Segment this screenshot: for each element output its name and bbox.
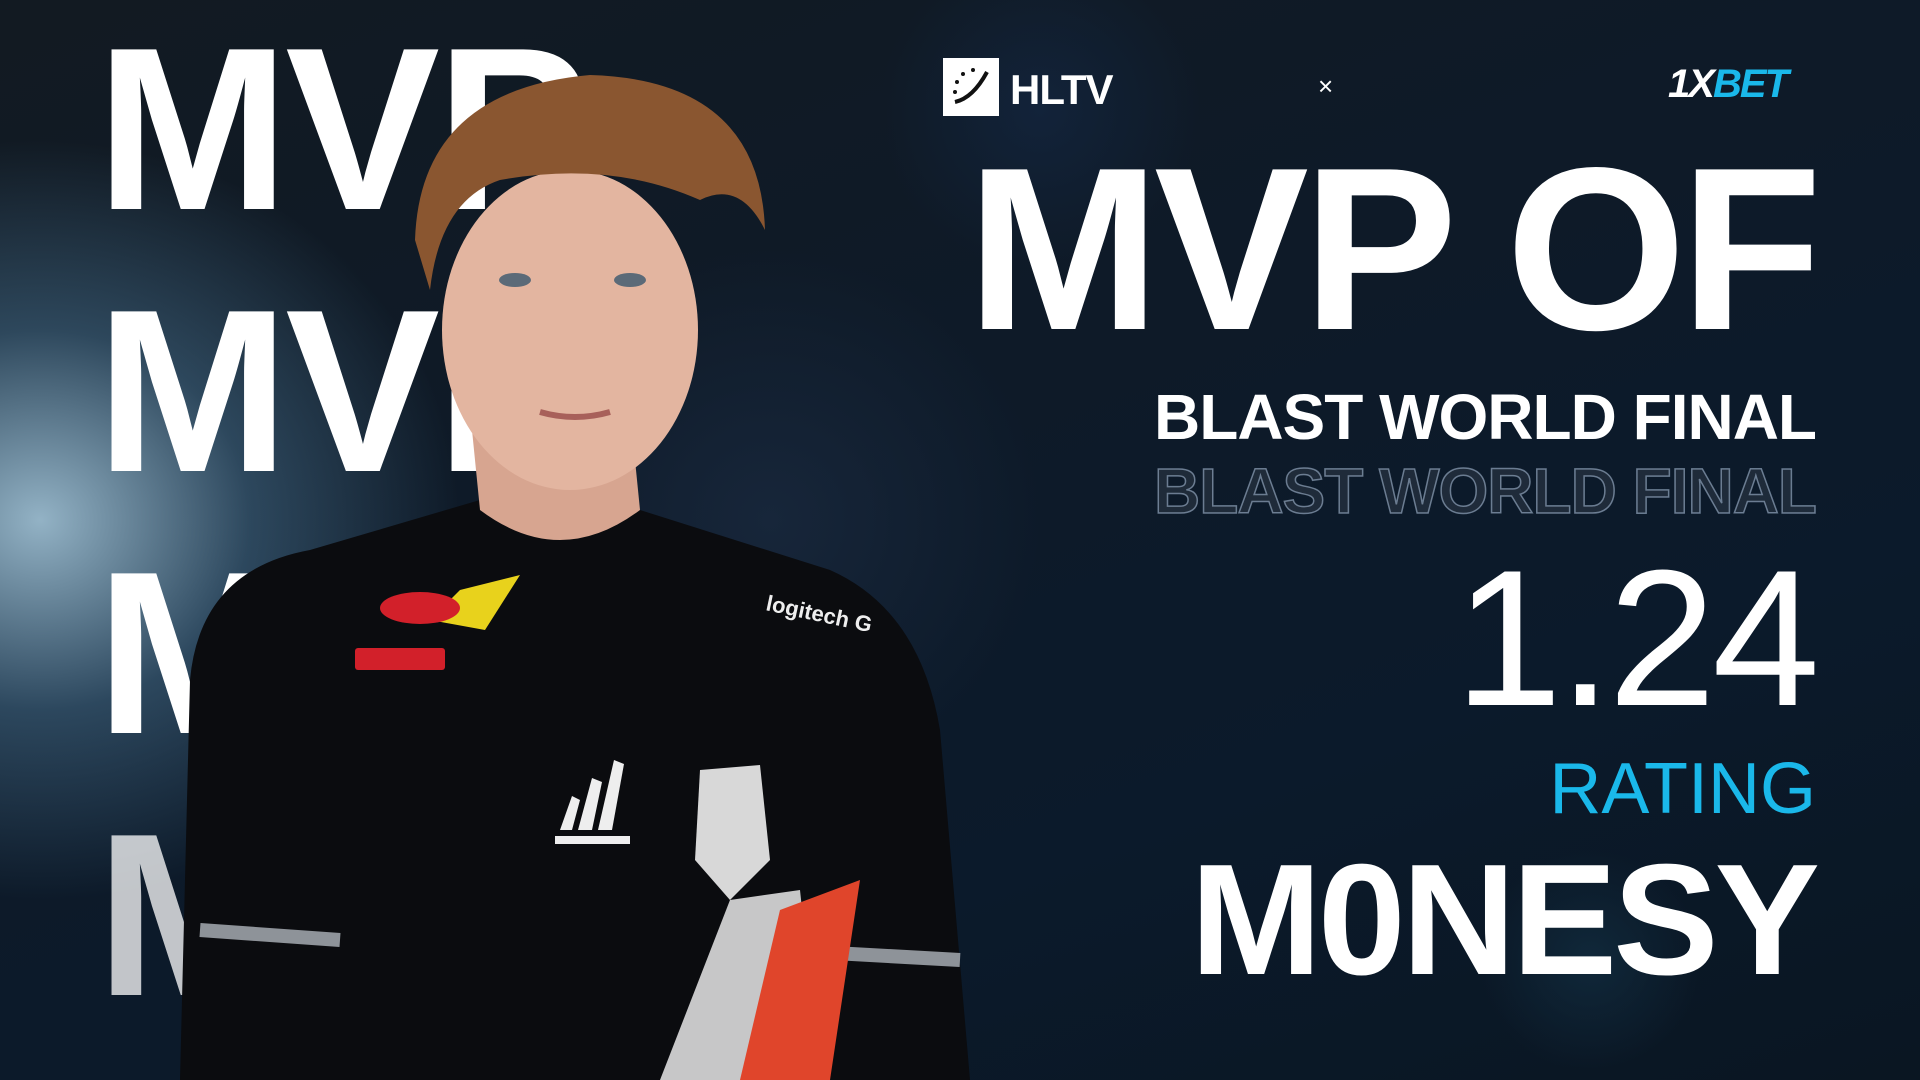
rating-value: 1.24 xyxy=(1454,530,1820,747)
redbull-logo xyxy=(355,575,520,670)
g2-logo xyxy=(660,765,860,1080)
event-name-echo: BLAST WORLD FINAL xyxy=(1153,455,1818,528)
adidas-logo xyxy=(555,760,630,844)
partnership-separator: × xyxy=(1318,71,1334,101)
rating-label: RATING xyxy=(1549,749,1816,829)
player-name: M0NESY xyxy=(1190,832,1820,1008)
player-photo: logitech G xyxy=(180,75,970,1080)
1xbet-logo-part1: 1X xyxy=(1668,62,1715,106)
1xbet-logo: 1XBET xyxy=(1668,62,1789,107)
1xbet-logo-part2: BET xyxy=(1712,62,1789,106)
event-name: BLAST WORLD FINAL xyxy=(1154,381,1817,453)
headline-title: MVP OF xyxy=(966,120,1822,379)
hltv-logo-icon xyxy=(943,58,999,116)
hltv-logo-text: HLTV xyxy=(1010,66,1114,113)
